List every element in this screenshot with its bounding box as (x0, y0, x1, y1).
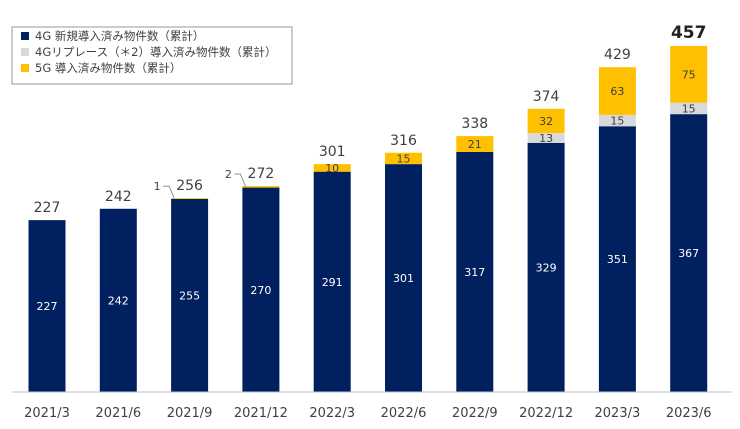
segment-label: 351 (607, 253, 628, 266)
legend-swatch (21, 64, 29, 72)
callout-leader-line (234, 173, 246, 187)
bar-segment-2-2022/3 (313, 164, 351, 172)
segment-label: 63 (610, 85, 624, 98)
legend-swatch (21, 48, 29, 56)
bar-segment-1-2022/12 (527, 133, 565, 143)
x-tick-label: 2022/9 (452, 406, 498, 421)
bar-segment-0-2022/9 (456, 151, 494, 392)
segment-label: 255 (179, 289, 200, 302)
segment-label: 32 (539, 115, 553, 128)
total-label: 242 (105, 189, 132, 205)
segment-label: 301 (393, 272, 414, 285)
bar-segment-2-2022/6 (385, 152, 422, 165)
x-tick-label: 2021/12 (234, 406, 288, 421)
x-tick-label: 2021/9 (167, 406, 213, 421)
bar-segment-0-2021/9 (171, 198, 209, 392)
bar-segment-2-2023/6 (670, 46, 708, 103)
segment-label: 227 (37, 300, 58, 313)
bar-segment-0-2021/3 (28, 220, 66, 392)
segment-label: 329 (536, 261, 557, 274)
bar-segment-0-2022/3 (313, 171, 351, 392)
x-tick-label: 2023/6 (666, 406, 712, 421)
bar-segment-2-2021/12 (242, 186, 280, 188)
bar-segment-0-2022/12 (527, 142, 565, 392)
legend-entry: 4Gリプレース（＊2）導入済み物件数（累計） (35, 45, 276, 59)
x-tick-label: 2023/3 (595, 406, 641, 421)
total-label: 374 (533, 89, 560, 105)
total-label: 338 (461, 116, 488, 132)
x-tick-label: 2021/3 (24, 406, 70, 421)
total-label: 316 (390, 133, 417, 149)
legend-box (11, 26, 293, 85)
legend: 4G 新規導入済み物件数（累計） 4Gリプレース（＊2）導入済み物件数（累計） 5G… (11, 26, 293, 85)
segment-label: 291 (322, 276, 343, 289)
callout-label: 2 (225, 168, 232, 181)
x-tick-label: 2021/6 (95, 406, 141, 421)
segment-label: 10 (325, 162, 339, 175)
bar-segment-2-2022/12 (527, 108, 565, 134)
bar-segment-2-2023/3 (598, 67, 636, 115)
x-tick-label: 2022/6 (381, 406, 427, 421)
segment-label: 15 (610, 115, 624, 128)
total-label: 256 (176, 178, 203, 194)
x-tick-label: 2022/3 (309, 406, 355, 421)
callout-label: 1 (154, 180, 161, 193)
callout-leader-line (163, 185, 175, 199)
segment-label: 15 (682, 102, 696, 115)
bars: 227 227 242 242 255 1 256 270 2 272 291 10 301 301 15 3… (28, 23, 708, 392)
bar-segment-2-2021/9 (171, 198, 209, 199)
bar-segment-0-2023/3 (598, 126, 636, 392)
total-label: 301 (319, 144, 346, 160)
bar-segment-1-2023/3 (598, 114, 636, 127)
x-tick-label: 2022/12 (519, 406, 573, 421)
legend-swatch (21, 32, 29, 40)
total-label: 429 (604, 47, 631, 63)
bar-segment-0-2021/12 (242, 187, 280, 392)
bar-segment-0-2021/6 (99, 208, 137, 392)
x-tick-labels: 2021/3 2021/6 2021/9 2021/12 2022/3 2022/6 202… (24, 406, 711, 421)
bar-segment-1-2023/6 (670, 102, 708, 115)
segment-label: 242 (108, 294, 129, 307)
legend-entry: 4G 新規導入済み物件数（累計） (35, 29, 204, 43)
total-label: 457 (671, 23, 707, 43)
bar-segment-0-2023/6 (670, 114, 708, 392)
segment-label: 13 (539, 132, 553, 145)
segment-label: 75 (682, 68, 696, 81)
segment-label: 21 (468, 138, 482, 151)
legend-entry: 5G 導入済み物件数（累計） (35, 61, 181, 75)
segment-label: 317 (464, 266, 485, 279)
bar-segment-0-2022/6 (385, 164, 422, 392)
total-label: 227 (34, 200, 61, 216)
segment-label: 15 (397, 152, 411, 165)
segment-label: 367 (678, 247, 699, 260)
segment-label: 270 (250, 284, 271, 297)
bar-segment-2-2022/9 (456, 136, 494, 152)
total-label: 272 (248, 166, 275, 182)
